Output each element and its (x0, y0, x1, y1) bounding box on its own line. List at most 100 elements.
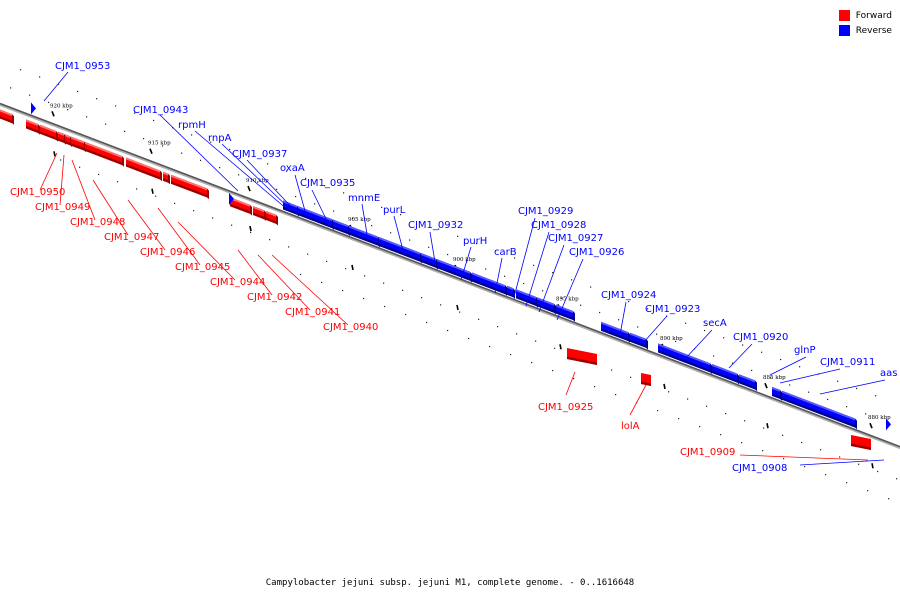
axis-ticks: 920 kbp 915 kbp 910 kbp 905 kbp 900 kbp 895 k… (50, 103, 891, 469)
forward-gene-block[interactable] (0, 109, 14, 125)
gene-label[interactable]: rpmH (178, 120, 206, 131)
gene-label[interactable]: oxaA (280, 163, 305, 174)
dot-upper (10, 87, 12, 89)
forward-gene-block[interactable] (230, 197, 252, 216)
leader-line (237, 249, 273, 296)
gene-label[interactable]: carB (494, 247, 517, 258)
forward-gene-block[interactable] (253, 206, 266, 221)
dot-lower (594, 385, 596, 388)
forward-gene-block[interactable] (171, 174, 209, 200)
dot-upper (286, 170, 288, 172)
dot-lower (117, 181, 119, 183)
gene-label[interactable]: glnP (794, 345, 816, 356)
dot-upper (457, 235, 459, 237)
gene-label[interactable]: CJM1_0950 (10, 187, 65, 198)
reverse-gene-block[interactable] (630, 332, 648, 350)
gene-label[interactable]: mnmE (348, 193, 380, 204)
forward-gene-block[interactable] (58, 131, 66, 145)
reverse-gene-block[interactable] (333, 219, 350, 237)
reverse-gene-block[interactable] (507, 285, 515, 299)
gene-label[interactable]: CJM1_0953 (55, 61, 110, 72)
forward-gene-block[interactable] (65, 134, 72, 147)
legend-item-forward[interactable]: Forward (838, 8, 892, 23)
reverse-gene-block[interactable] (772, 386, 782, 401)
reverse-gene-arrow[interactable] (31, 102, 36, 115)
gene-label[interactable]: CJM1_0928 (531, 220, 586, 231)
dot-lower (321, 281, 323, 284)
reverse-gene-block-highlight (556, 304, 573, 313)
forward-gene-block[interactable] (266, 210, 278, 226)
gene-label[interactable]: CJM1_0949 (35, 202, 90, 213)
forward-gene-block[interactable] (851, 435, 871, 450)
forward-gene-block[interactable] (126, 157, 162, 182)
gene-label[interactable]: CJM1_0941 (285, 307, 340, 318)
dot-upper (875, 395, 877, 397)
forward-gene-block-highlight (71, 136, 84, 144)
legend-item-reverse[interactable]: Reverse (838, 23, 892, 38)
reverse-gene-block-shade (349, 232, 378, 246)
forward-gene-block-shade (266, 217, 276, 224)
reverse-gene-block[interactable] (739, 374, 757, 392)
gene-label[interactable]: CJM1_0947 (104, 232, 159, 243)
reverse-gene-block[interactable] (556, 304, 575, 322)
dot-lower (668, 391, 670, 393)
reverse-gene-arrow[interactable] (886, 418, 891, 431)
forward-gene-block-highlight (40, 124, 56, 133)
gene-label[interactable]: CJM1_0929 (518, 206, 573, 217)
leader-line (177, 221, 236, 281)
leader-line (799, 459, 885, 466)
gene-label[interactable]: secA (703, 318, 727, 329)
reverse-gene-block-shade (772, 393, 780, 399)
forward-gene-block[interactable] (85, 141, 124, 167)
forward-gene-block[interactable] (641, 373, 651, 386)
dot-lower (896, 478, 898, 480)
gene-label[interactable]: CJM1_0911 (820, 357, 875, 368)
gene-label[interactable]: CJM1_0935 (300, 178, 355, 189)
dot-lower (846, 482, 848, 484)
reverse-gene-block[interactable] (601, 321, 630, 343)
forward-gene-block[interactable] (71, 136, 86, 153)
gene-label[interactable]: rnpA (208, 133, 232, 144)
reverse-gene-block[interactable] (782, 390, 857, 430)
gene-label[interactable]: CJM1_0909 (680, 447, 735, 458)
gene-label[interactable]: CJM1_0945 (175, 262, 230, 273)
gene-label[interactable]: CJM1_0948 (70, 217, 125, 228)
forward-gene-block[interactable] (40, 124, 58, 142)
gene-label[interactable]: CJM1_0923 (645, 304, 700, 315)
gene-label[interactable]: CJM1_0927 (548, 233, 603, 244)
gene-label[interactable]: CJM1_0942 (247, 292, 302, 303)
forward-gene-block[interactable] (163, 171, 170, 185)
gene-label[interactable]: CJM1_0943 (133, 105, 188, 116)
gene-label[interactable]: aas (880, 368, 897, 379)
gene-label[interactable]: CJM1_0920 (733, 332, 788, 343)
dot-lower (60, 159, 62, 161)
gene-label[interactable]: CJM1_0932 (408, 220, 463, 231)
genome-axis (0, 102, 900, 450)
reverse-gene-block[interactable] (349, 225, 380, 248)
dot-upper (523, 282, 525, 285)
reverse-gene-block[interactable] (658, 343, 712, 374)
gene-label[interactable]: purH (463, 236, 487, 247)
legend-forward-label: Forward (855, 10, 892, 21)
dot-upper (181, 152, 183, 154)
forward-gene-block[interactable] (567, 348, 597, 365)
dot-upper (191, 134, 193, 136)
gene-label[interactable]: CJM1_0908 (732, 463, 787, 474)
dot-lower (440, 304, 442, 306)
gene-label[interactable]: CJM1_0946 (140, 247, 195, 258)
forward-gene-block-highlight (230, 197, 250, 207)
gene-label[interactable]: purL (383, 205, 406, 216)
reverse-gene-block[interactable] (516, 289, 538, 308)
reverse-gene-block[interactable] (712, 364, 739, 385)
forward-gene-block-cap (56, 130, 58, 142)
gene-label[interactable]: CJM1_0944 (210, 277, 265, 288)
forward-gene-block[interactable] (26, 119, 40, 135)
gene-label[interactable]: CJM1_0940 (323, 322, 378, 333)
reverse-gene-arrow[interactable] (229, 192, 234, 205)
gene-label[interactable]: CJM1_0925 (538, 402, 593, 413)
gene-label[interactable]: CJM1_0926 (569, 247, 624, 258)
gene-label[interactable]: CJM1_0924 (601, 290, 656, 301)
gene-label[interactable]: lolA (621, 421, 640, 432)
gene-label[interactable]: CJM1_0937 (232, 149, 287, 160)
reverse-gene-block[interactable] (421, 253, 438, 270)
